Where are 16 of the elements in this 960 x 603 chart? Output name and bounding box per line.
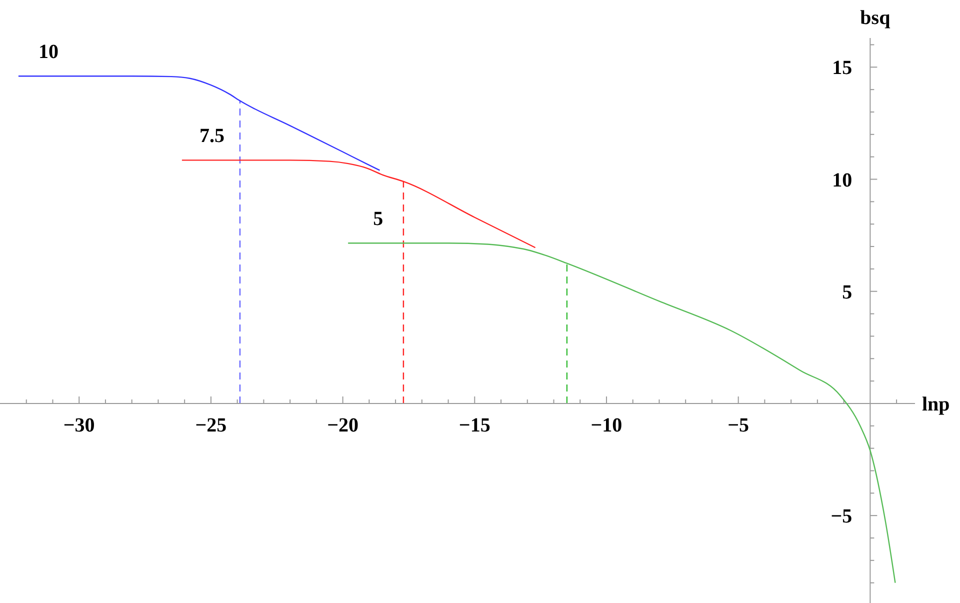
series-label: 5 — [373, 208, 384, 230]
y-tick-label: 10 — [832, 169, 852, 192]
x-tick-label: −20 — [327, 414, 358, 436]
x-tick-label: −30 — [63, 414, 95, 436]
series-label: 10 — [38, 41, 58, 64]
x-tick-label: −10 — [590, 414, 622, 436]
x-tick-label: −15 — [458, 414, 490, 436]
y-tick-label: 15 — [832, 57, 852, 80]
line-series — [18, 76, 380, 171]
y-tick-label: −5 — [830, 506, 852, 528]
y-tick-label: 5 — [842, 281, 852, 304]
x-tick-label: −5 — [728, 414, 750, 436]
y-axis-title: bsq — [860, 7, 890, 29]
series-label: 7.5 — [199, 125, 224, 148]
x-tick-label: −25 — [195, 414, 227, 436]
x-axis-title: lnp — [922, 393, 950, 416]
